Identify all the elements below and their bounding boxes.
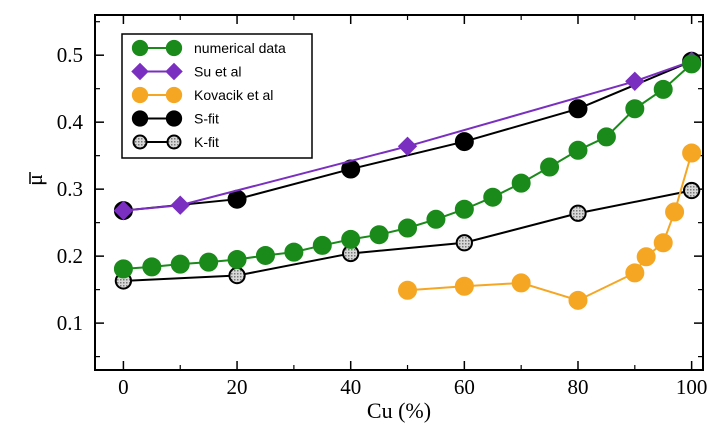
- legend-marker-su-et-al: [131, 62, 149, 81]
- legend-item-numerical-data: numerical data: [131, 39, 286, 57]
- x-tick-label-0: 0: [118, 375, 129, 399]
- y-axis-title: μ: [22, 174, 47, 186]
- legend-item-k-fit: K-fit: [132, 134, 219, 150]
- data-point-su-et-al: [625, 71, 645, 91]
- data-point-numerical-data: [170, 254, 190, 274]
- data-point-numerical-data: [142, 257, 162, 277]
- data-point-numerical-data: [113, 259, 133, 279]
- data-point-numerical-data: [454, 199, 474, 219]
- legend-label-kovacik-et-al: Kovacik et al: [194, 87, 273, 103]
- data-point-kovacik-et-al: [568, 290, 588, 310]
- legend: numerical data Su et al Kovacik et al S-fit…: [121, 33, 313, 159]
- data-point-numerical-data: [199, 252, 219, 272]
- y-axis-title-group: μ: [22, 172, 47, 186]
- data-point-s-fit: [454, 132, 474, 152]
- legend-label-numerical-data: numerical data: [194, 40, 286, 56]
- data-point-numerical-data: [398, 218, 418, 238]
- y-tick-label-1: 0.2: [57, 244, 83, 268]
- legend-marker-s-fit: [165, 110, 183, 127]
- series-numerical-data: [113, 54, 702, 279]
- data-point-numerical-data: [540, 157, 560, 177]
- data-point-numerical-data: [568, 140, 588, 160]
- data-point-numerical-data: [284, 242, 304, 262]
- y-tick-label-2: 0.3: [57, 177, 83, 201]
- legend-marker-kovacik-et-al: [165, 86, 183, 104]
- data-point-kovacik-et-al: [625, 263, 645, 283]
- data-point-numerical-data: [255, 245, 275, 265]
- axis-ticks: 0 20 40 60 80 100 0.1 0.2 0.3 0.4 0.5: [57, 15, 708, 399]
- data-point-su-et-al: [170, 195, 190, 215]
- legend-marker-numerical-data: [165, 39, 183, 57]
- legend-marker-kovacik-et-al: [131, 86, 149, 104]
- legend-marker-s-fit: [131, 110, 149, 127]
- data-point-kovacik-et-al: [682, 143, 702, 163]
- legend-marker-su-et-al: [165, 62, 183, 81]
- data-point-k-fit: [682, 181, 701, 200]
- data-point-su-et-al: [113, 200, 134, 221]
- x-tick-label-3: 60: [454, 375, 475, 399]
- data-point-kovacik-et-al: [636, 247, 656, 267]
- x-tick-label-4: 80: [567, 375, 588, 399]
- data-point-kovacik-et-al: [454, 276, 474, 296]
- data-point-numerical-data: [596, 127, 616, 147]
- series-k-fit: [114, 181, 701, 290]
- data-point-numerical-data: [483, 187, 503, 207]
- legend-label-k-fit: K-fit: [194, 134, 219, 150]
- data-point-numerical-data: [653, 79, 673, 99]
- data-point-numerical-data: [341, 229, 361, 249]
- data-point-k-fit: [569, 204, 587, 222]
- y-tick-label-4: 0.5: [57, 43, 83, 67]
- x-axis-title: Cu (%): [367, 398, 431, 423]
- y-tick-label-3: 0.4: [57, 110, 84, 134]
- series-line-k-fit: [123, 189, 692, 282]
- series-kovacik-et-al: [398, 143, 702, 310]
- series-layer: [113, 51, 702, 310]
- x-tick-label-1: 20: [227, 375, 248, 399]
- data-point-su-et-al: [397, 136, 418, 156]
- data-point-k-fit: [228, 266, 246, 285]
- legend-marker-numerical-data: [131, 39, 149, 57]
- data-point-kovacik-et-al: [398, 280, 418, 300]
- data-point-numerical-data: [426, 209, 446, 229]
- data-point-numerical-data: [312, 235, 332, 255]
- x-tick-label-2: 40: [340, 375, 361, 399]
- legend-marker-k-fit: [166, 134, 182, 150]
- x-tick-label-5: 100: [676, 375, 708, 399]
- legend-item-kovacik-et-al: Kovacik et al: [131, 86, 273, 104]
- plot-frame: [94, 14, 704, 371]
- data-point-s-fit: [568, 99, 588, 119]
- legend-marker-k-fit: [132, 134, 148, 150]
- legend-item-su-et-al: Su et al: [131, 62, 241, 81]
- legend-item-s-fit: S-fit: [131, 110, 219, 127]
- data-point-numerical-data: [227, 249, 247, 269]
- data-point-numerical-data: [369, 225, 389, 245]
- data-point-numerical-data: [682, 54, 702, 74]
- data-point-numerical-data: [511, 173, 531, 193]
- y-tick-label-0: 0.1: [57, 311, 83, 335]
- legend-label-su-et-al: Su et al: [194, 64, 241, 80]
- data-point-kovacik-et-al: [653, 233, 673, 253]
- data-point-kovacik-et-al: [511, 273, 531, 293]
- legend-label-s-fit: S-fit: [194, 111, 219, 127]
- data-point-kovacik-et-al: [665, 202, 685, 222]
- data-point-numerical-data: [625, 99, 645, 119]
- data-point-k-fit: [455, 234, 473, 252]
